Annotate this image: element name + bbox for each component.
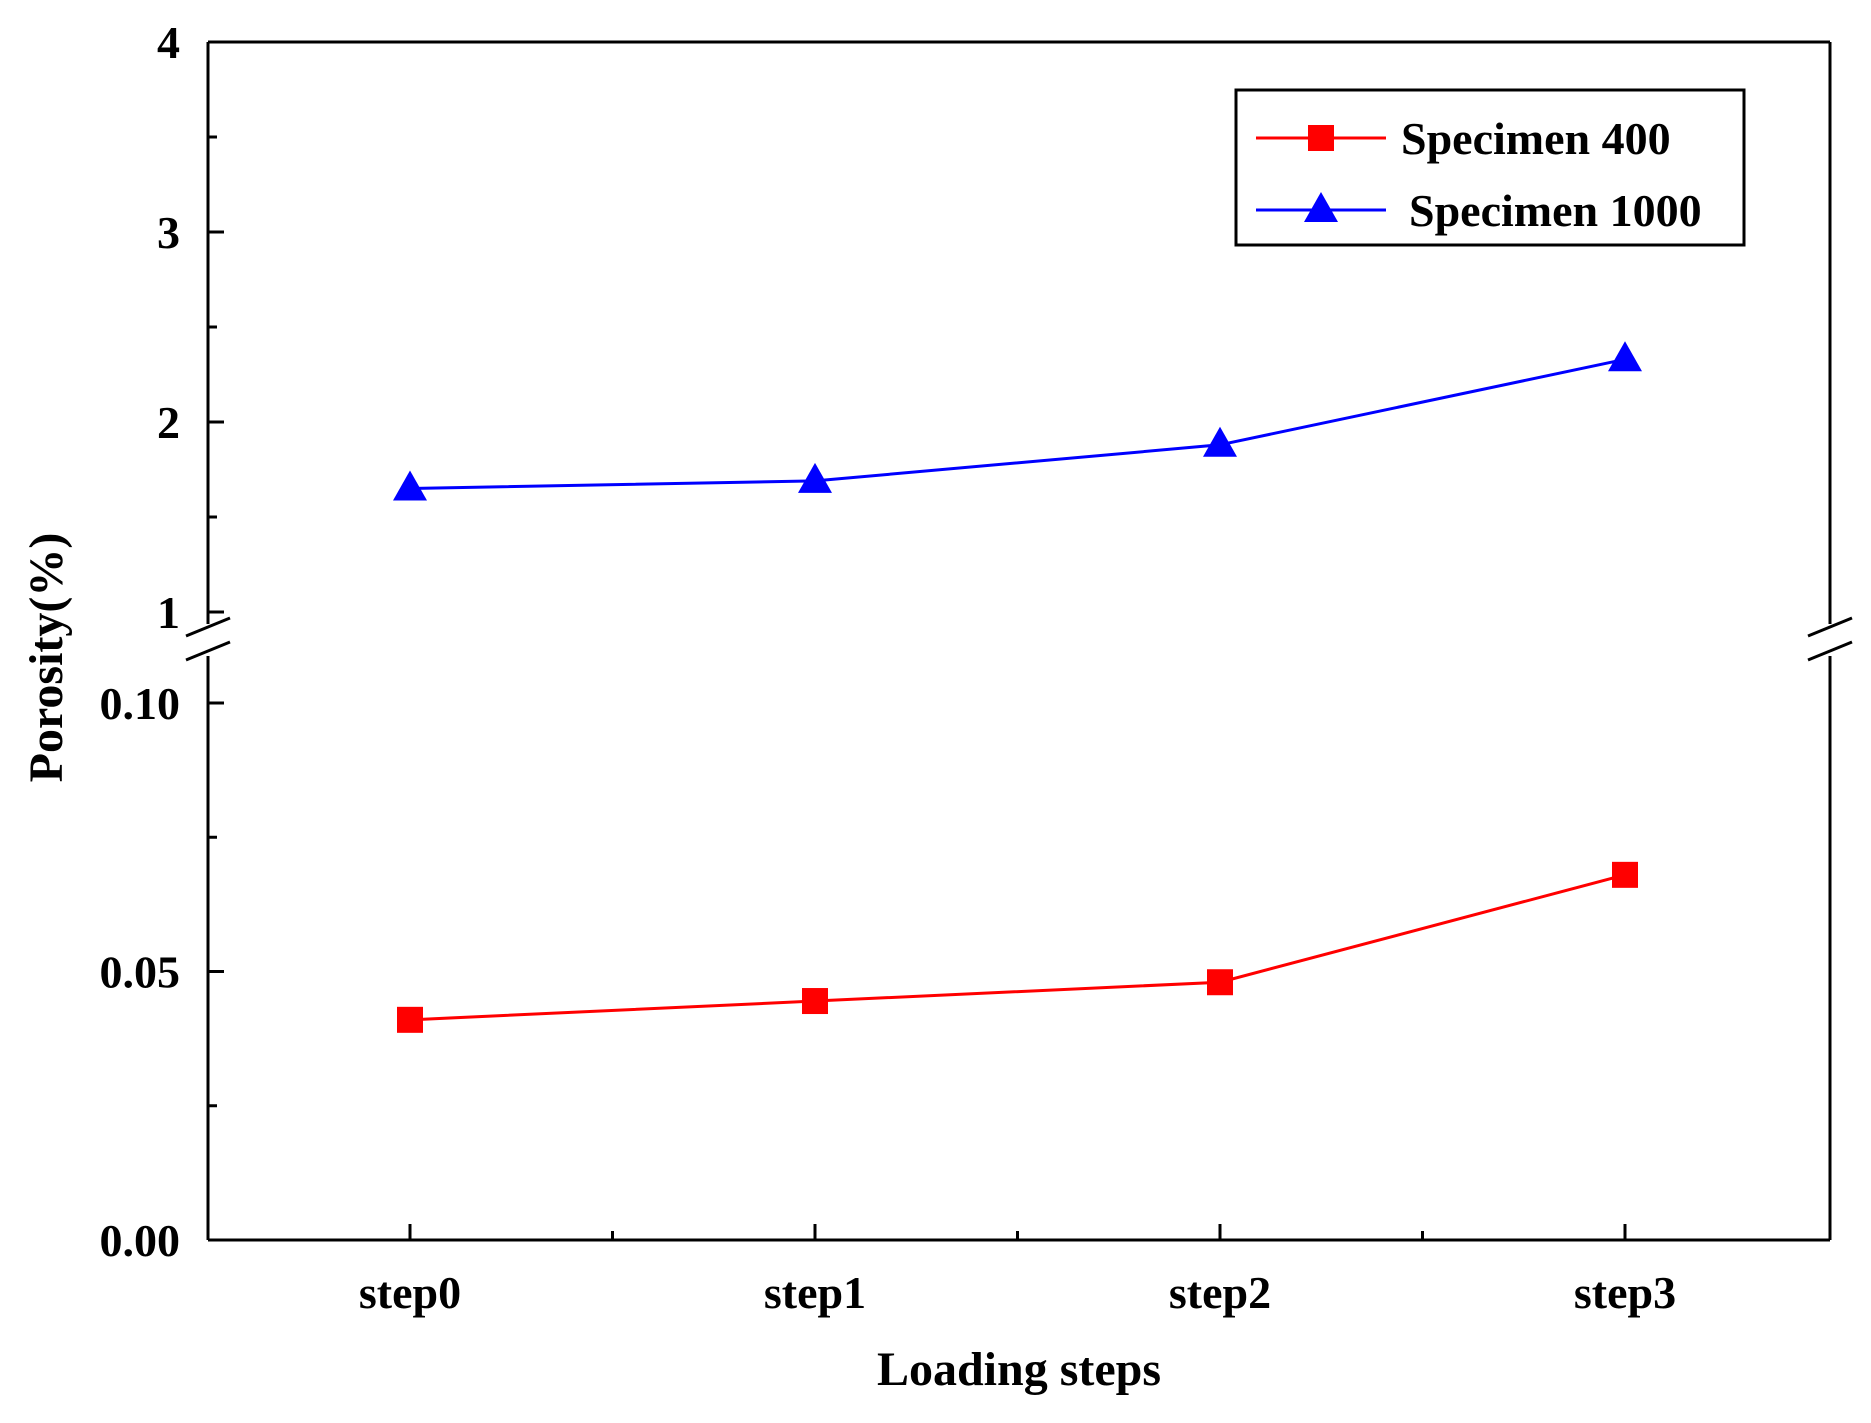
x-tick-label: step3 <box>1574 1267 1676 1318</box>
legend-marker <box>1308 125 1334 151</box>
y-tick-label: 0.10 <box>100 678 181 729</box>
axes: 1 2 3 4 0.00 0.05 0.10 step0 step1 step2 step3 <box>100 17 1853 1318</box>
y-tick-label: 1 <box>157 587 180 638</box>
series-layer <box>393 341 1642 1033</box>
data-point <box>1608 341 1642 372</box>
y-tick-label: 0.00 <box>100 1215 181 1266</box>
legend: Specimen 400 Specimen 1000 <box>1234 88 1746 247</box>
y-tick-label: 0.05 <box>100 947 181 998</box>
y-tick-label: 3 <box>157 207 180 258</box>
x-tick-label: step0 <box>359 1267 461 1318</box>
y-tick-label: 2 <box>157 397 180 448</box>
data-point <box>393 470 427 501</box>
legend-marker <box>1304 192 1338 222</box>
axis-break-mark <box>1807 616 1853 638</box>
data-point <box>802 988 828 1015</box>
x-tick-label: step2 <box>1169 1267 1271 1318</box>
axis-break-mark <box>1807 640 1853 662</box>
y-axis-title: Porosity(%) <box>20 533 73 783</box>
data-point <box>1207 969 1233 996</box>
data-point <box>1203 426 1237 457</box>
x-tick-label: step1 <box>764 1267 866 1318</box>
y-tick-label: 4 <box>157 17 180 68</box>
axis-break-mark <box>185 640 231 662</box>
legend-label: Specimen 400 <box>1401 113 1671 164</box>
legend-label: Specimen 1000 <box>1409 185 1702 236</box>
data-point <box>397 1006 423 1033</box>
axis-labels: Loading steps Porosity(%) <box>20 533 1161 1396</box>
series-line <box>409 357 1626 490</box>
data-point <box>1612 861 1638 888</box>
axis-break-mark <box>185 616 231 638</box>
data-point <box>798 462 832 493</box>
series-line <box>409 873 1626 1022</box>
x-axis-title: Loading steps <box>877 1343 1161 1396</box>
